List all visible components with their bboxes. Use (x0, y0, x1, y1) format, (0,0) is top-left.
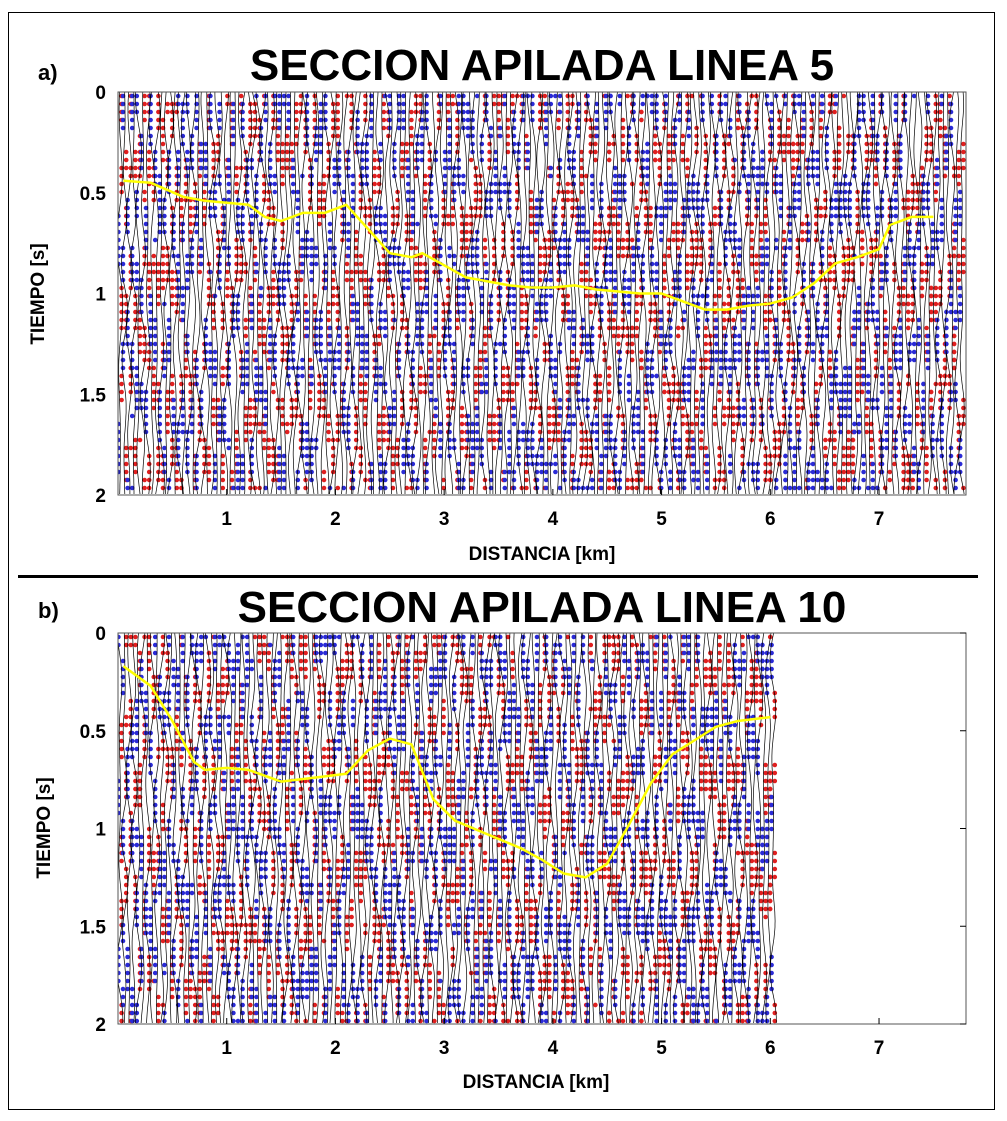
y-tick-label: 1 (95, 820, 106, 841)
y-tick-label: 1.5 (80, 385, 107, 406)
y-tick-label: 1.5 (80, 917, 107, 938)
x-axis-label-b: DISTANCIA [km] (463, 1072, 610, 1093)
negative-amplitude-lobes (118, 634, 774, 1024)
x-tick-label: 5 (656, 1038, 667, 1059)
horizon-line (123, 179, 934, 311)
plot-area-a: 1 2 3 4 5 6 7 0 0.5 1 1.5 2 (80, 83, 967, 530)
horizon-line (122, 665, 771, 879)
axes-box (117, 91, 967, 496)
x-tick-label: 2 (330, 1038, 341, 1059)
x-axis-label-a: DISTANCIA [km] (469, 544, 616, 565)
x-tick-label: 5 (656, 509, 667, 530)
y-tick-label: 2 (95, 1015, 106, 1036)
panel-label-a: a) (38, 60, 58, 85)
x-tick-label: 3 (439, 509, 450, 530)
x-tick-label: 7 (874, 1038, 885, 1059)
x-tick-label: 4 (548, 509, 559, 530)
y-tick-label: 0 (95, 624, 106, 645)
x-tick-label: 6 (765, 1038, 776, 1059)
panel-label-b: b) (38, 598, 59, 623)
title-a: SECCION APILADA LINEA 5 (250, 41, 834, 90)
x-tick-label: 2 (330, 509, 341, 530)
panel-b: b) SECCION APILADA LINEA 10 1 2 3 4 5 6 700.51… (34, 583, 967, 1093)
y-tick-label: 0 (95, 83, 106, 104)
title-b: SECCION APILADA LINEA 10 (238, 583, 847, 632)
x-tick-label: 1 (221, 509, 232, 530)
y-tick-label: 0.5 (80, 184, 107, 205)
x-tick-label: 4 (548, 1038, 559, 1059)
panel-a: a) SECCION APILADA LINEA 5 1 2 3 4 5 6 700.511… (28, 41, 967, 565)
y-axis-label-a: TIEMPO [s] (28, 243, 49, 344)
y-axis-label-b: TIEMPO [s] (34, 777, 55, 878)
y-tick-label: 2 (95, 486, 106, 507)
x-tick-label: 3 (439, 1038, 450, 1059)
wiggle-lines (118, 92, 965, 495)
panel-divider (18, 575, 978, 578)
plot-area-b: 1 2 3 4 5 6 7 0 0.5 1 1.5 2 (80, 624, 967, 1059)
positive-amplitude-lobes (119, 634, 778, 1024)
x-tick-label: 7 (874, 509, 885, 530)
y-tick-label: 0.5 (80, 722, 107, 743)
x-tick-label: 6 (765, 509, 776, 530)
seismic-traces (118, 92, 966, 495)
y-tick-label: 1 (95, 285, 106, 306)
x-tick-label: 1 (221, 1038, 232, 1059)
